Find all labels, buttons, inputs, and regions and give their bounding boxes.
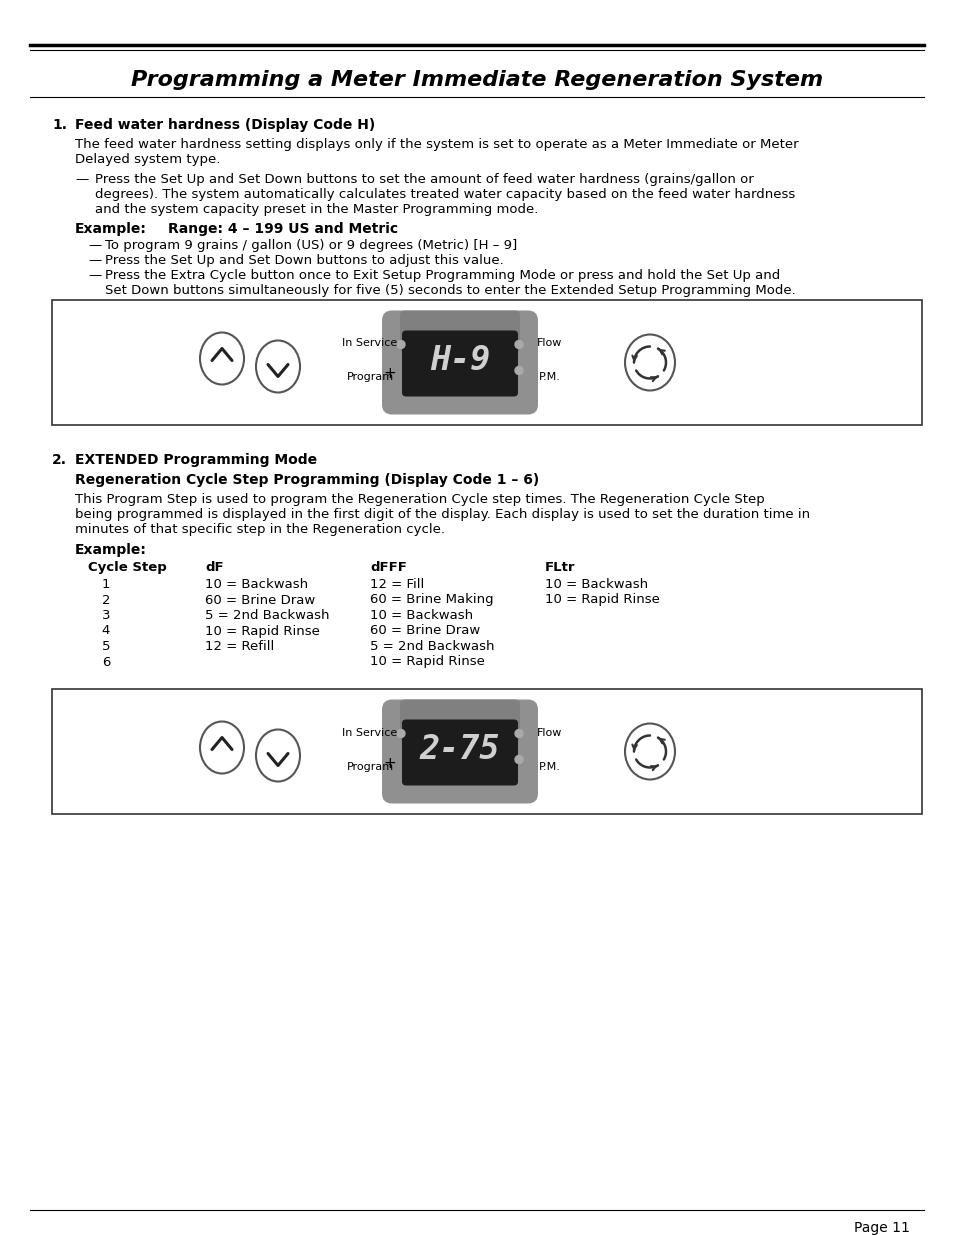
Text: 10 = Rapid Rinse: 10 = Rapid Rinse [205,625,319,637]
Text: Press the Extra Cycle button once to Exit Setup Programming Mode or press and ho: Press the Extra Cycle button once to Exi… [105,269,780,282]
Text: Feed water hardness (Display Code H): Feed water hardness (Display Code H) [75,119,375,132]
Text: —: — [88,254,101,267]
Text: Program: Program [346,373,394,383]
Ellipse shape [624,724,675,779]
Text: 10 = Backwash: 10 = Backwash [544,578,647,592]
Text: —: — [88,269,101,282]
Text: +: + [383,756,395,771]
Text: In Service: In Service [342,727,397,737]
Text: P.M.: P.M. [538,762,560,772]
Text: 5 = 2nd Backwash: 5 = 2nd Backwash [205,609,329,622]
Text: dF: dF [205,561,223,574]
Text: Flow: Flow [537,338,562,348]
Text: Flow: Flow [537,727,562,737]
Text: To program 9 grains / gallon (US) or 9 degrees (Metric) [H – 9]: To program 9 grains / gallon (US) or 9 d… [105,240,517,252]
Text: P.M.: P.M. [538,373,560,383]
Text: In Service: In Service [342,338,397,348]
Text: and the system capacity preset in the Master Programming mode.: and the system capacity preset in the Ma… [95,203,537,216]
Text: H-9: H-9 [430,345,490,377]
Text: 1: 1 [102,578,111,592]
Text: 3: 3 [102,609,111,622]
Text: —: — [75,173,89,186]
Text: Program: Program [346,762,394,772]
FancyBboxPatch shape [399,310,519,352]
Text: Cycle Step: Cycle Step [88,561,167,574]
Text: Set Down buttons simultaneously for five (5) seconds to enter the Extended Setup: Set Down buttons simultaneously for five… [105,284,795,296]
Text: 5 = 2nd Backwash: 5 = 2nd Backwash [370,640,494,653]
Circle shape [515,756,522,763]
Text: 2-75: 2-75 [419,734,499,766]
Text: The feed water hardness setting displays only if the system is set to operate as: The feed water hardness setting displays… [75,138,798,151]
Text: 2.: 2. [52,453,67,467]
Text: This Program Step is used to program the Regeneration Cycle step times. The Rege: This Program Step is used to program the… [75,493,764,506]
Text: 5: 5 [102,640,111,653]
Text: dFFF: dFFF [370,561,406,574]
Circle shape [515,341,522,348]
Text: +: + [383,367,395,382]
Text: degrees). The system automatically calculates treated water capacity based on th: degrees). The system automatically calcu… [95,188,795,201]
FancyBboxPatch shape [401,720,517,785]
FancyBboxPatch shape [52,689,921,814]
Ellipse shape [200,332,244,384]
Text: Range: 4 – 199 US and Metric: Range: 4 – 199 US and Metric [168,222,397,236]
Ellipse shape [255,730,299,782]
Text: Regeneration Cycle Step Programming (Display Code 1 – 6): Regeneration Cycle Step Programming (Dis… [75,473,538,487]
Text: —: — [88,240,101,252]
Text: 12 = Refill: 12 = Refill [205,640,274,653]
Text: 60 = Brine Making: 60 = Brine Making [370,594,493,606]
Text: 1.: 1. [52,119,67,132]
Ellipse shape [624,335,675,390]
Text: Page 11: Page 11 [853,1221,909,1235]
Text: FLtr: FLtr [544,561,575,574]
Text: Programming a Meter Immediate Regeneration System: Programming a Meter Immediate Regenerati… [131,70,822,90]
Text: 6: 6 [102,656,111,668]
Text: being programmed is displayed in the first digit of the display. Each display is: being programmed is displayed in the fir… [75,508,809,521]
Text: 2: 2 [102,594,111,606]
Circle shape [515,367,522,374]
Text: Example:: Example: [75,543,147,557]
Text: Example:: Example: [75,222,147,236]
Text: minutes of that specific step in the Regeneration cycle.: minutes of that specific step in the Reg… [75,522,444,536]
Text: Press the Set Up and Set Down buttons to adjust this value.: Press the Set Up and Set Down buttons to… [105,254,503,267]
Text: 4: 4 [102,625,111,637]
Text: 10 = Backwash: 10 = Backwash [205,578,308,592]
Text: 10 = Rapid Rinse: 10 = Rapid Rinse [544,594,659,606]
FancyBboxPatch shape [401,331,517,396]
Text: 10 = Backwash: 10 = Backwash [370,609,473,622]
Text: Delayed system type.: Delayed system type. [75,153,220,165]
FancyBboxPatch shape [381,699,537,804]
FancyBboxPatch shape [52,300,921,425]
Ellipse shape [255,341,299,393]
Text: Press the Set Up and Set Down buttons to set the amount of feed water hardness (: Press the Set Up and Set Down buttons to… [95,173,753,186]
FancyBboxPatch shape [381,310,537,415]
Circle shape [515,730,522,737]
Circle shape [396,341,405,348]
Text: 10 = Rapid Rinse: 10 = Rapid Rinse [370,656,484,668]
FancyBboxPatch shape [399,699,519,741]
Text: 12 = Fill: 12 = Fill [370,578,424,592]
Text: 60 = Brine Draw: 60 = Brine Draw [205,594,314,606]
Text: 60 = Brine Draw: 60 = Brine Draw [370,625,479,637]
Ellipse shape [200,721,244,773]
Text: EXTENDED Programming Mode: EXTENDED Programming Mode [75,453,316,467]
Circle shape [396,730,405,737]
